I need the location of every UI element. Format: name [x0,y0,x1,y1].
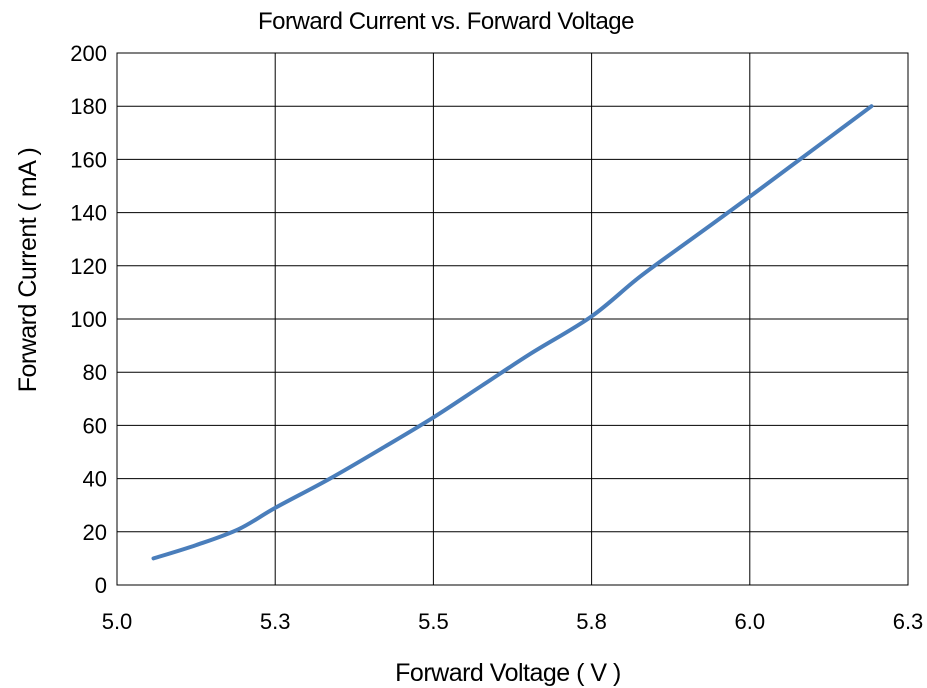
y-tick-label: 40 [83,467,107,492]
gridlines [116,52,909,586]
y-tick-label: 160 [70,147,107,172]
y-tick-label: 100 [70,307,107,332]
y-tick-label: 20 [83,520,107,545]
y-tick-label: 120 [70,254,107,279]
y-tick-label: 140 [70,201,107,226]
x-axis-label: Forward Voltage ( V ) [395,659,621,687]
x-tick-label: 5.5 [418,609,449,634]
chart-title: Forward Current vs. Forward Voltage [258,8,634,35]
plot-area-border [116,52,909,586]
y-tick-label: 200 [70,41,107,66]
x-axis-tick-labels: 5.0 5.3 5.5 5.8 6.0 6.3 [102,609,924,634]
x-tick-label: 5.3 [260,609,291,634]
x-tick-label: 5.8 [576,609,607,634]
y-tick-label: 80 [83,360,107,385]
series-group [151,104,874,561]
x-tick-label: 6.3 [893,609,924,634]
x-tick-label: 6.0 [735,609,766,634]
y-axis-tick-labels: 0 20 40 60 80 100 120 140 160 180 200 [70,41,107,598]
y-axis-label: Forward Current ( mA ) [14,148,42,393]
x-tick-label: 5.0 [102,609,133,634]
series-line-0 [151,104,874,561]
y-tick-label: 180 [70,94,107,119]
y-tick-label: 60 [83,413,107,438]
y-tick-label: 0 [95,573,107,598]
